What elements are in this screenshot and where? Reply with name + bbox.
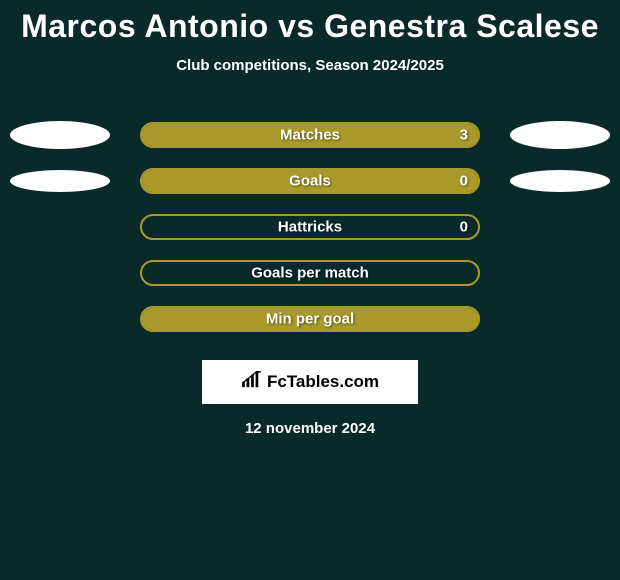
date-text: 12 november 2024 xyxy=(0,420,620,437)
bar-track: Goals 0 xyxy=(140,168,480,194)
stat-label: Goals xyxy=(289,173,331,190)
stat-label: Matches xyxy=(280,127,340,144)
stat-row-hattricks: Hattricks 0 xyxy=(0,204,620,250)
stat-row-goals-per-match: Goals per match xyxy=(0,250,620,296)
stat-value: 0 xyxy=(460,173,468,190)
bar-track: Matches 3 xyxy=(140,122,480,148)
stat-label: Hattricks xyxy=(278,219,342,236)
right-marker xyxy=(510,121,610,149)
bar-track: Min per goal xyxy=(140,306,480,332)
subtitle: Club competitions, Season 2024/2025 xyxy=(0,57,620,74)
bar-track: Hattricks 0 xyxy=(140,214,480,240)
stat-label: Min per goal xyxy=(266,311,354,328)
left-marker xyxy=(10,121,110,149)
chart-icon xyxy=(241,371,263,394)
bar-track: Goals per match xyxy=(140,260,480,286)
right-marker xyxy=(510,170,610,192)
stat-label: Goals per match xyxy=(251,265,369,282)
stat-value: 3 xyxy=(460,127,468,144)
stat-row-matches: Matches 3 xyxy=(0,112,620,158)
stat-value: 0 xyxy=(460,219,468,236)
stat-row-min-per-goal: Min per goal xyxy=(0,296,620,342)
brand-box: FcTables.com xyxy=(202,360,418,404)
stat-row-goals: Goals 0 xyxy=(0,158,620,204)
left-marker xyxy=(10,170,110,192)
page-title: Marcos Antonio vs Genestra Scalese xyxy=(0,0,620,45)
brand-text: FcTables.com xyxy=(267,372,379,392)
comparison-chart: Matches 3 Goals 0 Hattricks 0 Goals per … xyxy=(0,112,620,342)
